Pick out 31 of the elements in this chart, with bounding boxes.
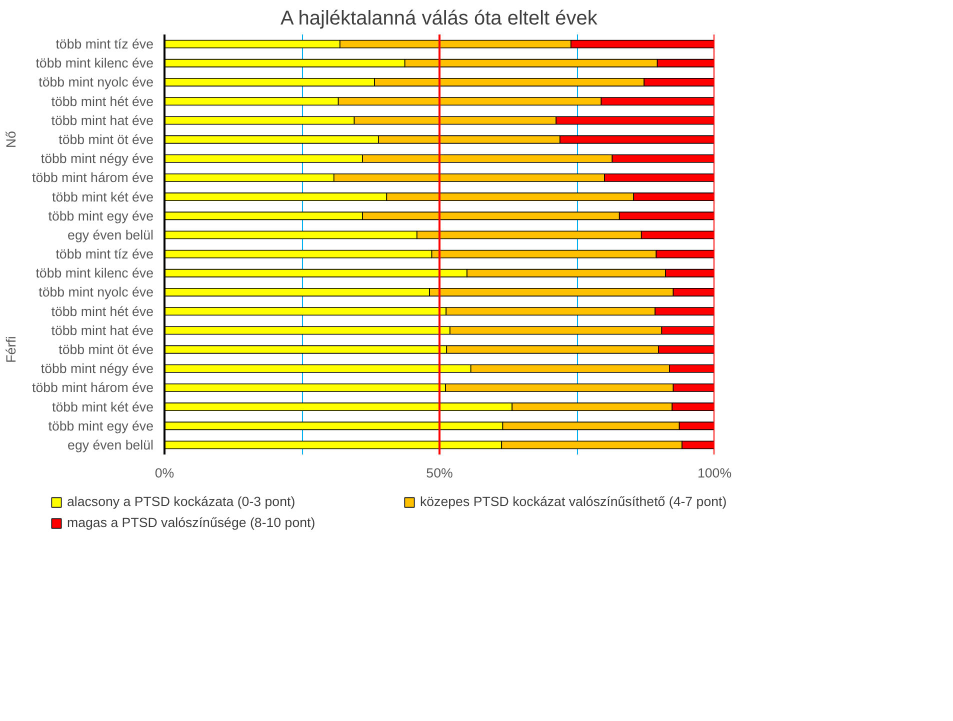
text: Férfi	[4, 336, 18, 363]
y-tick-label: több mint három éve	[32, 380, 154, 396]
y-tick-label: egy éven belül	[68, 227, 154, 242]
y-tick-label: több mint két éve	[52, 399, 154, 414]
y-tick-label: több mint tíz éve	[56, 246, 154, 262]
y-tick-label: több mint hét éve	[51, 304, 154, 319]
y-tick-label: több mint egy éve	[48, 208, 154, 224]
y-tick-label: több mint egy éve	[48, 418, 154, 434]
text: Nő	[4, 130, 18, 148]
y-tick-label: több mint hat éve	[51, 112, 154, 128]
x-tick-label: 100%	[697, 466, 732, 480]
chart-title: A hajléktalanná válás óta eltelt évek	[280, 8, 598, 30]
y-tick-label: több mint négy éve	[40, 361, 154, 376]
y-tick-label: több mint tíz éve	[56, 36, 154, 52]
y-tick-label: több mint két éve	[52, 189, 154, 204]
y-tick-label: több mint négy éve	[40, 151, 154, 166]
legend-label: alacsony a PTSD kockázata (0-3 pont)	[66, 494, 296, 509]
legend-label: közepes PTSD kockázat valószínűsíthető (4-7 pont)	[420, 494, 728, 509]
legend-label: magas a PTSD valószínűsége (8-10 pont)	[66, 515, 316, 530]
y-tick-label: egy éven belül	[68, 437, 154, 452]
y-tick-label: több mint nyolc éve	[38, 284, 154, 300]
y-tick-label: több mint három éve	[32, 170, 154, 186]
y-tick-label: több mint kilenc éve	[36, 266, 154, 281]
y-tick-label: több mint nyolc éve	[38, 74, 154, 90]
y-tick-label: több mint kilenc éve	[36, 56, 154, 71]
y-tick-label: több mint hét éve	[51, 94, 154, 109]
y-tick-label: több mint öt éve	[58, 132, 154, 147]
x-tick-label: 0%	[154, 466, 174, 480]
y-tick-label: több mint hat éve	[51, 322, 154, 338]
x-tick-label: 50%	[426, 466, 453, 480]
y-tick-label: több mint öt éve	[58, 342, 154, 357]
